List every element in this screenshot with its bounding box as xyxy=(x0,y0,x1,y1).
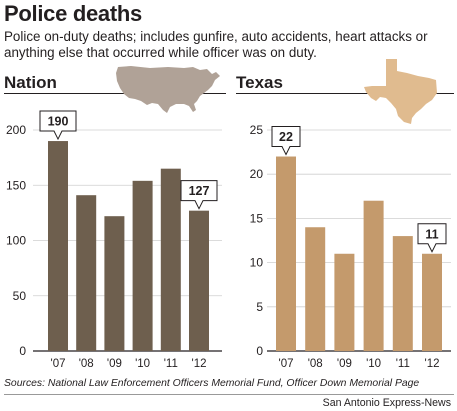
texas-x-tick-label: '07 xyxy=(279,358,294,370)
footer-divider xyxy=(4,394,454,395)
texas-bar xyxy=(305,227,326,351)
texas-bar xyxy=(392,236,413,351)
nation-ytick-label: 50 xyxy=(13,289,27,303)
nation-data-label: 127 xyxy=(189,184,210,198)
nation-x-tick-label: '12 xyxy=(192,358,207,370)
texas-chart: 0 5 10 15 20 25 '07 '08 '09 '10 '11 '12 22 11 xyxy=(250,123,451,370)
texas-map-icon xyxy=(364,59,437,124)
nation-panel-title: Nation xyxy=(4,73,226,94)
texas-bar xyxy=(363,200,384,351)
texas-data-label: 22 xyxy=(279,130,293,144)
texas-ytick-label: 25 xyxy=(250,123,264,137)
credit-line: San Antonio Express-News xyxy=(322,397,451,409)
texas-bar xyxy=(276,156,296,351)
nation-bar xyxy=(132,180,153,351)
texas-bar xyxy=(422,253,442,351)
source-note: Sources: National Law Enforcement Office… xyxy=(4,378,420,389)
nation-chart: 0 50 100 150 200 '07 '08 '09 '10 '11 '12 190 127 xyxy=(6,110,222,370)
texas-ytick-label: 5 xyxy=(256,300,263,314)
texas-x-tick-label: '10 xyxy=(366,358,381,370)
texas-bar xyxy=(334,253,355,351)
nation-bar xyxy=(189,210,209,351)
nation-ytick-label: 0 xyxy=(19,344,26,358)
nation-x-tick-label: '10 xyxy=(135,358,150,370)
nation-x-tick-label: '08 xyxy=(79,358,94,370)
chart-subtitle: Police on-duty deaths; includes gunfire,… xyxy=(4,29,428,60)
nation-bar xyxy=(160,168,181,351)
nation-ytick-label: 150 xyxy=(6,178,26,192)
nation-x-tick-label: '07 xyxy=(51,358,66,370)
texas-panel-title: Texas xyxy=(236,73,454,94)
nation-callout-box xyxy=(39,110,77,141)
texas-callout-box xyxy=(417,223,447,253)
texas-x-tick-label: '11 xyxy=(396,358,410,370)
texas-x-tick-label: '09 xyxy=(337,358,352,370)
nation-x-tick-label: '11 xyxy=(164,358,178,370)
texas-x-tick-label: '12 xyxy=(425,358,440,370)
texas-ytick-label: 15 xyxy=(250,211,264,225)
nation-bar xyxy=(76,195,97,351)
texas-callout-box xyxy=(271,126,301,156)
nation-ytick-label: 100 xyxy=(6,234,26,248)
nation-x-tick-label: '09 xyxy=(107,358,122,370)
texas-data-label: 11 xyxy=(425,227,438,241)
nation-bar xyxy=(104,216,125,351)
texas-ytick-label: 0 xyxy=(256,344,263,358)
chart-title: Police deaths xyxy=(4,1,142,26)
us-map-icon xyxy=(116,66,220,113)
nation-data-label: 190 xyxy=(48,115,69,129)
nation-ytick-label: 200 xyxy=(6,123,26,137)
texas-x-tick-label: '08 xyxy=(308,358,323,370)
texas-ytick-label: 20 xyxy=(250,167,264,181)
texas-ytick-label: 10 xyxy=(250,256,264,270)
nation-callout-box xyxy=(180,180,218,210)
nation-bar xyxy=(48,141,68,351)
